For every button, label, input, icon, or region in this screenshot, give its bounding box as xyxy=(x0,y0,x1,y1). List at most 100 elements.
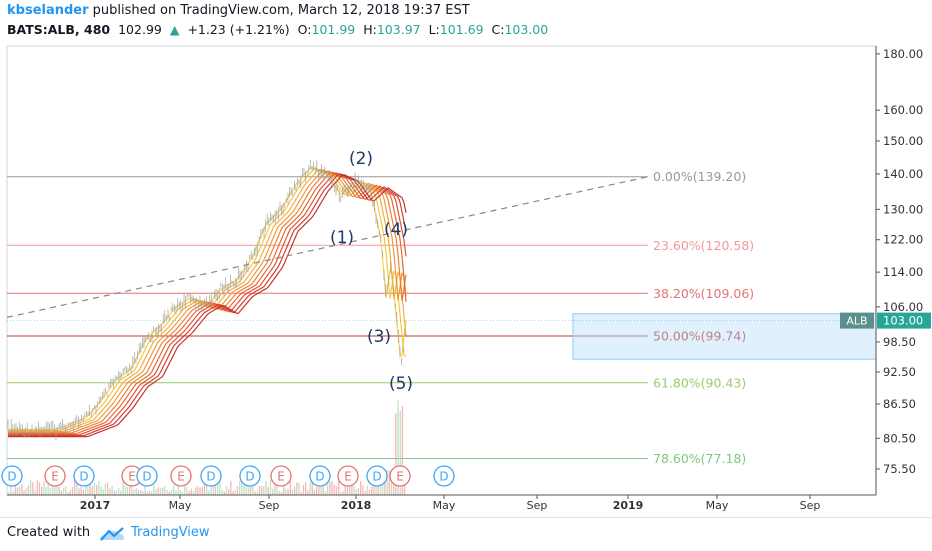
volume-bar xyxy=(65,486,67,495)
volume-bar xyxy=(390,474,393,495)
close-label: C: xyxy=(491,22,505,37)
volume-bar xyxy=(78,488,80,495)
symbol-tag: ALB xyxy=(846,315,867,328)
event-letter: D xyxy=(206,470,215,484)
event-letter: D xyxy=(79,470,88,484)
volume-bar xyxy=(335,486,338,495)
symbol-tag-box xyxy=(840,312,874,329)
volume-bar xyxy=(278,490,280,495)
volume-bar xyxy=(243,477,245,495)
volume-bar xyxy=(333,484,335,495)
volume-bar xyxy=(23,490,25,495)
dividend-marker xyxy=(136,465,158,487)
ribbon-line xyxy=(8,169,407,433)
volume-bar xyxy=(168,491,170,495)
author-link[interactable]: kbselander xyxy=(7,3,89,18)
volume-bar xyxy=(349,481,351,495)
volume-bar xyxy=(313,489,316,495)
target-zone[interactable] xyxy=(572,313,877,360)
volume-bar xyxy=(210,485,212,495)
volume-bar xyxy=(43,480,45,495)
volume-bar xyxy=(201,486,203,495)
dividend-marker xyxy=(309,465,331,487)
volume-bar xyxy=(256,491,258,495)
volume-bar xyxy=(58,486,60,495)
plot-frame xyxy=(6,45,877,496)
volume-bar xyxy=(164,485,166,495)
volume-bar xyxy=(115,490,118,495)
volume-bar xyxy=(351,480,353,495)
volume-bar xyxy=(118,488,120,495)
event-letter: D xyxy=(142,470,151,484)
tradingview-cloud-icon[interactable] xyxy=(98,526,126,542)
volume-bar xyxy=(52,482,54,495)
volume-bar xyxy=(327,483,329,495)
earnings-marker xyxy=(337,465,359,487)
volume-bar xyxy=(368,489,371,495)
volume-bar xyxy=(111,485,113,495)
volume-bar xyxy=(283,483,285,495)
volume-bar xyxy=(258,486,261,495)
volume-bar xyxy=(311,482,313,495)
fibonacci-retracement[interactable]: 0.00%(139.20) 23.60%(120.58) 38.20%(109.06… xyxy=(7,169,754,466)
volume-bar xyxy=(129,481,131,495)
price-axis[interactable]: 180.00 160.00 150.00 140.00 130.00 122.00 114.… xyxy=(7,46,931,495)
volume-bar xyxy=(109,488,111,495)
volume-bar xyxy=(126,487,129,495)
volume-bar xyxy=(272,488,274,495)
ribbon-line xyxy=(8,167,407,431)
price-tick-label: 122.00 xyxy=(883,233,923,247)
event-letter: E xyxy=(344,470,352,484)
volume-bar xyxy=(388,470,390,495)
volume-bar xyxy=(401,405,404,495)
fib-level-label: 61.80%(90.43) xyxy=(653,375,746,390)
volume-bar xyxy=(250,481,252,495)
volume-bar xyxy=(124,485,126,495)
time-tick-label: 2018 xyxy=(341,499,372,512)
volume-bar xyxy=(225,486,228,495)
volume-bar xyxy=(157,487,159,495)
volume-bar xyxy=(230,480,232,495)
volume-bar xyxy=(360,481,362,495)
open-value: 101.99 xyxy=(311,22,356,37)
volume-bar xyxy=(190,488,192,495)
price-tick-label: 130.00 xyxy=(883,202,923,216)
volume-bar xyxy=(162,487,164,495)
low-value: 101.69 xyxy=(439,22,484,37)
volume-bar xyxy=(148,490,151,495)
volume-bar xyxy=(280,491,283,495)
volume-bar xyxy=(104,483,107,495)
volume-bar xyxy=(107,482,109,495)
symbol-label[interactable]: BATS:ALB, 480 xyxy=(7,22,111,37)
tradingview-brand[interactable]: TradingView xyxy=(131,525,210,540)
event-letter: D xyxy=(7,470,16,484)
volume-bar xyxy=(329,481,331,495)
volume-bar xyxy=(353,485,355,495)
dividend-marker xyxy=(366,465,388,487)
fib-level-label: 50.00%(99.74) xyxy=(653,328,746,343)
volume-bar xyxy=(96,484,98,495)
volume-bar xyxy=(239,481,241,495)
price-chart[interactable]: 0.00%(139.20) 23.60%(120.58) 38.20%(109.06… xyxy=(0,44,932,517)
volume-bar xyxy=(296,482,298,495)
volume-bar xyxy=(177,483,179,495)
time-axis[interactable]: 2017 May Sep 2018 May Sep 2019 May Sep xyxy=(7,494,876,512)
volume-bar xyxy=(142,491,144,495)
volume-bar xyxy=(274,482,276,495)
volume-bar xyxy=(382,479,384,495)
price-tick-label: 106.00 xyxy=(883,300,923,314)
volume-bar xyxy=(287,489,289,495)
volume-bar xyxy=(131,486,133,495)
ribbon-line xyxy=(8,170,407,434)
volume-bar xyxy=(217,482,219,495)
last-price-label: 103.00 xyxy=(883,314,923,328)
volume-bar xyxy=(113,490,115,495)
volume-bar xyxy=(208,490,210,495)
volume-bar xyxy=(234,490,236,495)
price-tick-label: 98.50 xyxy=(883,335,916,349)
price-tick-label: 150.00 xyxy=(883,134,923,148)
volume-bar xyxy=(195,487,197,495)
volume-bar xyxy=(346,485,349,495)
wave-label: (2) xyxy=(349,149,373,169)
